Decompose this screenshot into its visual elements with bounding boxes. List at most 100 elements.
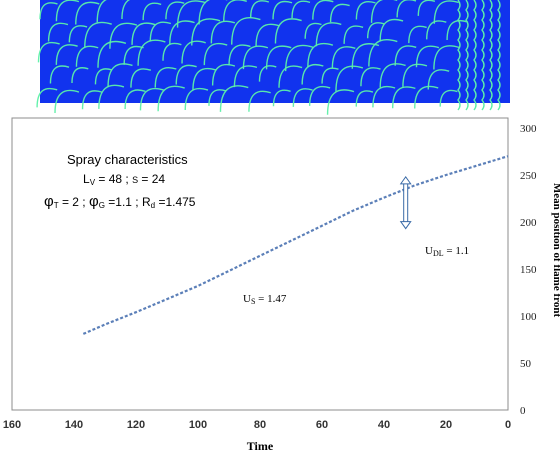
- flame-front-curve: [372, 85, 396, 108]
- flame-front-curve: [96, 0, 124, 23]
- flame-front-curve: [169, 20, 195, 45]
- flame-front-curve: [165, 1, 185, 20]
- flame-front-curve: [55, 44, 78, 65]
- flame-front-curve: [355, 0, 376, 20]
- flame-front-curve: [321, 67, 339, 84]
- flame-front-curve: [312, 0, 334, 20]
- flame-front-curve: [121, 0, 145, 20]
- flame-front-curve: [248, 90, 271, 112]
- flame-front-curve: [304, 22, 322, 39]
- flame-front-curve: [208, 89, 227, 106]
- us-annotation: US = 1.47: [243, 293, 287, 306]
- spray-line-1: LV = 48 ; S = 24: [83, 172, 165, 187]
- flame-front-curve: [391, 86, 416, 109]
- flame-front-curve: [355, 90, 374, 107]
- y-axis-label: Mean position of flame front: [551, 183, 560, 318]
- flame-front-curve: [39, 2, 58, 20]
- flame-front-curve: [402, 63, 428, 87]
- x-tick-label: 120: [127, 419, 145, 431]
- y-tick-label: 200: [520, 217, 537, 229]
- flame-front-curve: [75, 45, 99, 67]
- flame-front-curves: [36, 0, 501, 115]
- y-tick-label: 300: [520, 123, 537, 135]
- x-tick-label: 60: [316, 419, 328, 431]
- series-line: [82, 155, 509, 335]
- flame-front-curve: [308, 85, 331, 106]
- flame-front-curve: [109, 22, 138, 49]
- flame-front-curve: [219, 85, 249, 112]
- flame-image-background: [40, 0, 510, 103]
- flame-front-curve: [272, 0, 293, 20]
- flame-front-vertical: [457, 0, 461, 111]
- flame-front-curve: [301, 63, 324, 85]
- flame-front-curve: [142, 2, 162, 21]
- flame-front-curve: [329, 3, 350, 23]
- flame-front-curve: [233, 65, 258, 88]
- x-tick-label: 140: [65, 419, 83, 431]
- flame-front-curve: [107, 63, 133, 87]
- flame-front-curve: [360, 67, 381, 87]
- series-layer: [82, 155, 509, 335]
- flame-front-curve: [149, 21, 172, 42]
- flame-front-curve: [123, 45, 144, 65]
- flame-front-curve: [175, 64, 197, 85]
- flame-front-curve: [379, 18, 404, 41]
- plot-frame: [11, 117, 509, 411]
- flame-front-curve: [258, 65, 277, 82]
- flame-front-curve: [255, 23, 280, 47]
- x-axis-label: Time: [247, 439, 274, 453]
- flame-front-curve: [231, 17, 261, 45]
- flame-front-curve: [131, 22, 156, 45]
- flame-front-curve: [203, 42, 228, 66]
- flame-front-curve: [191, 18, 221, 46]
- flame-front-curve: [228, 44, 251, 66]
- flame-front-curve: [343, 25, 364, 44]
- udl-arrow-shaft: [403, 182, 409, 224]
- flame-front-curve: [47, 22, 69, 42]
- flame-front-curve: [211, 63, 236, 86]
- x-tick-label: 100: [189, 419, 207, 431]
- flame-front-curve: [284, 44, 314, 72]
- flame-front-image: [36, 0, 510, 115]
- flame-front-curve: [157, 85, 185, 112]
- udl-arrow-head-top: [399, 176, 412, 185]
- flame-front-curve: [223, 0, 247, 22]
- flame-front-curve: [433, 0, 459, 24]
- flame-front-curve: [162, 42, 182, 61]
- flame-front-curve: [68, 25, 88, 43]
- flame-front-curve: [210, 20, 236, 44]
- flame-front-curve: [192, 67, 217, 91]
- flame-front-curve: [37, 41, 60, 63]
- y-axis-tick-labels: 0 50 100 150 200 250 300: [520, 123, 537, 417]
- flame-front-curve: [94, 68, 113, 85]
- flame-front-curve: [335, 65, 364, 92]
- x-axis-tick-labels: 160 140 120 100 80 60 40 20 0: [3, 419, 511, 431]
- flame-front-curve: [181, 40, 206, 64]
- udl-annotation: UDL = 1.1: [425, 245, 469, 258]
- flame-front-curve: [433, 45, 460, 70]
- flame-front-curve: [54, 89, 80, 113]
- flame-front-curve: [242, 45, 269, 70]
- flame-front-curve: [198, 0, 228, 25]
- flame-front-curve: [292, 88, 313, 107]
- flame-front-curve: [415, 45, 440, 68]
- udl-arrow-head-bottom: [399, 221, 412, 230]
- x-tick-label: 0: [505, 419, 511, 431]
- flame-front-curve: [249, 0, 270, 18]
- flame-front-curve: [426, 20, 447, 40]
- flame-front-curve: [84, 21, 112, 48]
- x-tick-label: 40: [378, 419, 390, 431]
- flame-front-vertical: [465, 0, 469, 111]
- flame-front-curve: [265, 45, 292, 70]
- y-tick-label: 100: [520, 311, 537, 323]
- flame-front-curve: [272, 89, 291, 107]
- flame-front-curve: [446, 19, 468, 40]
- flame-front-curve: [75, 1, 100, 25]
- x-tick-label: 160: [3, 419, 21, 431]
- x-tick-label: 20: [440, 419, 452, 431]
- flame-front-curve: [414, 85, 439, 109]
- flame-front-curve: [394, 45, 417, 66]
- flame-front-curve: [137, 39, 166, 66]
- flame-front-curve: [366, 22, 385, 39]
- y-tick-label: 150: [520, 264, 537, 276]
